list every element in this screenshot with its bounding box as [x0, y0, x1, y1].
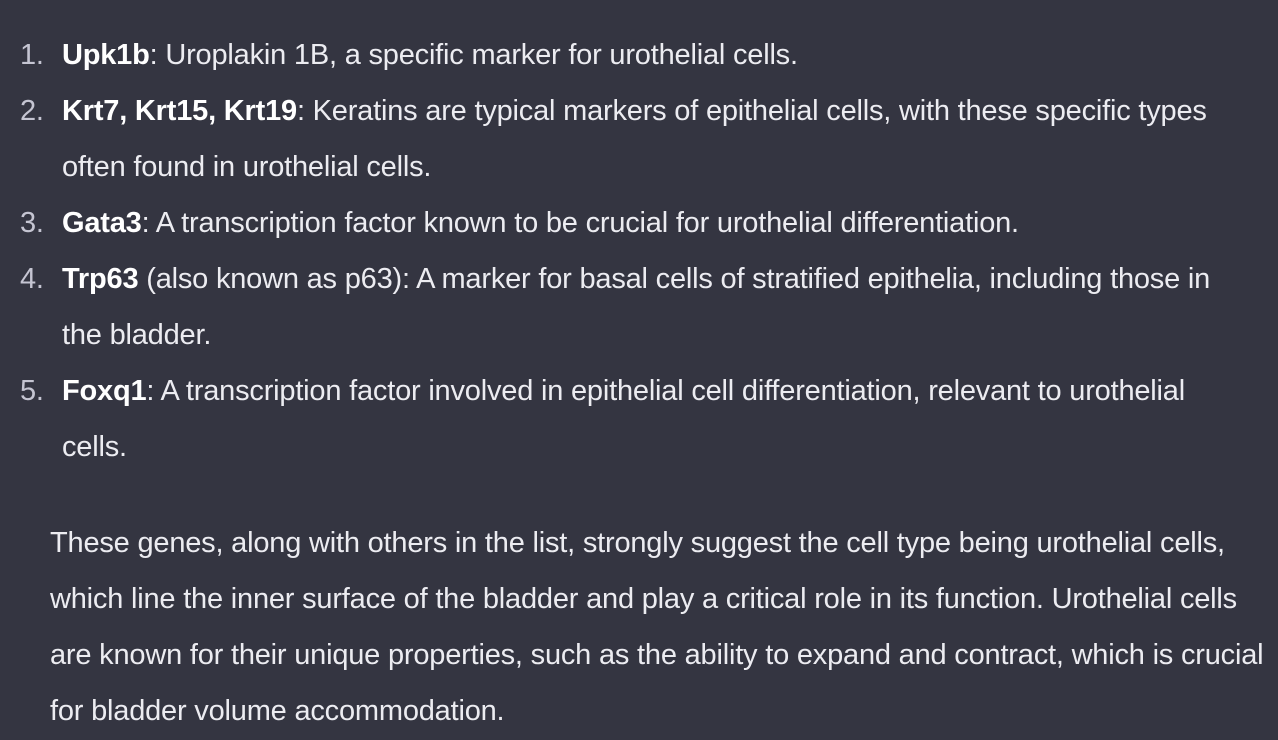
- list-item: 4. Trp63 (also known as p63): A marker f…: [0, 251, 1278, 363]
- gene-name: Trp63: [62, 263, 139, 295]
- gene-description: : A transcription factor known to be cru…: [141, 207, 1020, 239]
- list-number: 4.: [20, 263, 44, 295]
- summary-paragraph: These genes, along with others in the li…: [50, 527, 1264, 727]
- gene-description: : Uroplakin 1B, a specific marker for ur…: [149, 39, 798, 71]
- list-item: 5. Foxq1: A transcription factor involve…: [0, 363, 1278, 475]
- list-number: 1.: [20, 39, 44, 71]
- gene-marker-list: 1. Upk1b: Uroplakin 1B, a specific marke…: [0, 27, 1278, 475]
- list-item: 1. Upk1b: Uroplakin 1B, a specific marke…: [0, 27, 1278, 83]
- gene-name: Upk1b: [62, 39, 150, 71]
- gene-name: Gata3: [62, 207, 142, 239]
- gene-name: Foxq1: [62, 375, 147, 407]
- list-item: 3. Gata3: A transcription factor known t…: [0, 195, 1278, 251]
- list-number: 3.: [20, 207, 44, 239]
- gene-description: : A transcription factor involved in epi…: [62, 375, 1185, 463]
- gene-description: (also known as p63): A marker for basal …: [62, 263, 1211, 351]
- gene-description: : Keratins are typical markers of epithe…: [62, 95, 1207, 183]
- list-item: 2. Krt7, Krt15, Krt19: Keratins are typi…: [0, 83, 1278, 195]
- gene-name: Krt7, Krt15, Krt19: [62, 95, 297, 127]
- list-number: 5.: [20, 375, 44, 407]
- list-number: 2.: [20, 95, 44, 127]
